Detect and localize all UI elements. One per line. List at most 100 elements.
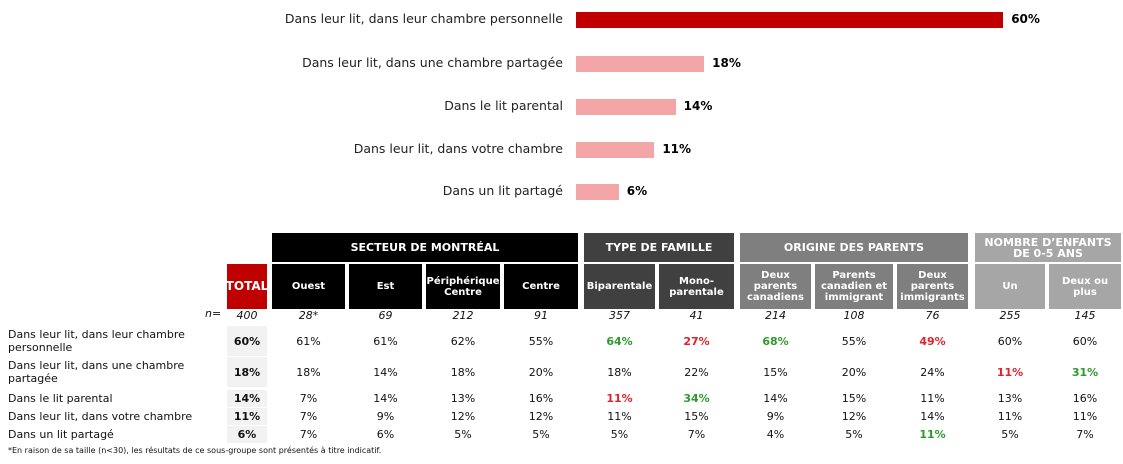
column-header: Biparentale bbox=[584, 264, 655, 309]
table-cell: 5% bbox=[845, 428, 863, 441]
n-label: n= bbox=[205, 307, 222, 320]
table-cell: 64% bbox=[606, 334, 633, 348]
bar bbox=[576, 184, 619, 200]
table-cell: 7% bbox=[299, 428, 318, 441]
table-cell: 15% bbox=[684, 410, 709, 423]
table-cell: 31% bbox=[1071, 365, 1099, 379]
table-cell: 18% bbox=[450, 365, 476, 379]
table-cell: 9% bbox=[376, 410, 395, 423]
n-cell: 91 bbox=[534, 308, 548, 322]
table-cell: 11% bbox=[920, 392, 945, 405]
table-cell: 20% bbox=[528, 365, 554, 379]
table-cell: 7% bbox=[1076, 428, 1094, 441]
bar-label: Dans leur lit, dans une chambre partagée bbox=[302, 55, 563, 70]
column-header: Parents canadien et immigrant bbox=[815, 264, 893, 309]
value-label: 18% bbox=[712, 56, 741, 70]
n-cell: 69 bbox=[378, 308, 393, 322]
table-cell: 11% bbox=[606, 392, 633, 405]
table-cell: 13% bbox=[997, 392, 1023, 405]
group-header: SECTEUR DE MONTRÉAL bbox=[272, 233, 578, 262]
table-cell: 11% bbox=[1072, 410, 1098, 423]
bar-label: Dans un lit partagé bbox=[442, 183, 563, 198]
bar bbox=[576, 12, 1004, 28]
table-cell: 15% bbox=[841, 392, 867, 405]
column-header: Deux parents canadiens bbox=[740, 264, 811, 309]
column-header: Un bbox=[975, 264, 1045, 309]
n-cell: 28* bbox=[298, 308, 319, 322]
n-cell: 41 bbox=[689, 308, 704, 322]
bar bbox=[576, 56, 705, 72]
table-cell: 55% bbox=[841, 334, 867, 348]
table-cell: 5% bbox=[454, 428, 472, 441]
n-cell: 212 bbox=[452, 308, 474, 322]
table-cell: 18% bbox=[607, 365, 632, 379]
table-cell: 4% bbox=[766, 428, 785, 441]
value-label: 11% bbox=[662, 142, 692, 156]
n-cell: 357 bbox=[609, 308, 630, 322]
table-cell: 14% bbox=[763, 392, 788, 405]
table-cell: 11% bbox=[919, 428, 946, 441]
bar-label: Dans leur lit, dans votre chambre bbox=[353, 141, 563, 156]
table-cell: 14% bbox=[373, 392, 398, 405]
table-cell: 7% bbox=[299, 410, 318, 423]
table-cell: 61% bbox=[296, 334, 321, 348]
row-label: Dans leur lit, dans votre chambre bbox=[8, 410, 193, 423]
table-cell: 11% bbox=[607, 410, 632, 423]
table-cell: 13% bbox=[450, 392, 476, 405]
table-cell: 34% bbox=[683, 392, 710, 405]
footnote: *En raison de sa taille (n<30), les résu… bbox=[8, 446, 382, 455]
bar bbox=[576, 99, 676, 115]
table-cell: 61% bbox=[373, 334, 398, 348]
bar bbox=[576, 142, 655, 158]
column-header: Deux parents immigrants bbox=[897, 264, 968, 309]
table-cell: 24% bbox=[920, 365, 945, 379]
n-cell: 255 bbox=[999, 308, 1021, 322]
table-cell: 16% bbox=[1072, 392, 1098, 405]
table-cell: 62% bbox=[450, 334, 476, 348]
table-cell: 60% bbox=[1072, 334, 1098, 348]
table-cell: 14% bbox=[373, 365, 398, 379]
table-cell: 5% bbox=[610, 428, 629, 441]
bar-label: Dans le lit parental bbox=[444, 98, 563, 113]
total-cell: 60% bbox=[227, 326, 267, 356]
table-cell: 7% bbox=[299, 392, 318, 405]
table-cell: 6% bbox=[376, 428, 395, 441]
column-header: Est bbox=[349, 264, 422, 309]
column-header: Mono-parentale bbox=[659, 264, 734, 309]
total-header: TOTAL bbox=[226, 264, 268, 309]
table-cell: 18% bbox=[296, 365, 321, 379]
table-cell: 11% bbox=[997, 410, 1023, 423]
total-cell: 11% bbox=[227, 408, 267, 425]
n-cell: 76 bbox=[925, 308, 940, 322]
n-cell: 108 bbox=[843, 308, 865, 322]
total-cell: 14% bbox=[227, 390, 267, 407]
table-cell: 15% bbox=[763, 365, 788, 379]
table-cell: 9% bbox=[766, 410, 785, 423]
table-cell: 12% bbox=[528, 410, 554, 423]
group-header: ORIGINE DES PARENTS bbox=[740, 233, 968, 262]
value-label: 6% bbox=[626, 184, 648, 198]
value-label: 60% bbox=[1011, 12, 1040, 26]
n-total: 400 bbox=[236, 308, 258, 322]
group-header: NOMBRE D’ENFANTS DE 0-5 ANS bbox=[975, 233, 1121, 262]
row-label: Dans le lit parental bbox=[8, 392, 113, 405]
table-cell: 20% bbox=[841, 365, 867, 379]
column-header: Centre bbox=[504, 264, 578, 309]
table-cell: 12% bbox=[841, 410, 867, 423]
table-cell: 16% bbox=[528, 392, 554, 405]
group-header: TYPE DE FAMILLE bbox=[584, 233, 734, 262]
row-label: Dans leur lit, dans une chambre partagée bbox=[8, 359, 185, 385]
table-cell: 22% bbox=[684, 365, 709, 379]
row-label: Dans leur lit, dans leur chambre personn… bbox=[8, 328, 185, 354]
column-header: Périphérique Centre bbox=[426, 264, 500, 309]
row-label: Dans un lit partagé bbox=[8, 428, 114, 441]
total-cell: 6% bbox=[227, 426, 267, 443]
table-cell: 5% bbox=[532, 428, 550, 441]
table-cell: 14% bbox=[920, 410, 945, 423]
table-cell: 68% bbox=[762, 334, 789, 348]
column-header: Ouest bbox=[272, 264, 345, 309]
table-cell: 60% bbox=[997, 334, 1023, 348]
total-cell: 18% bbox=[227, 357, 267, 387]
n-cell: 214 bbox=[765, 308, 786, 322]
